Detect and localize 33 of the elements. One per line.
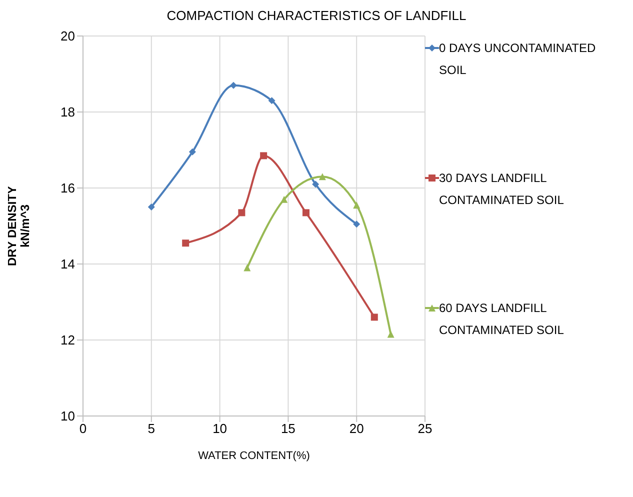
point bbox=[302, 209, 310, 216]
x-tick-label: 5 bbox=[148, 421, 156, 436]
point bbox=[244, 264, 251, 272]
y-tick-label: 20 bbox=[60, 28, 75, 44]
point bbox=[188, 148, 196, 156]
point bbox=[353, 202, 360, 209]
point bbox=[387, 330, 394, 338]
y-tick-label: 18 bbox=[60, 104, 75, 120]
legend-label: 30 DAYS LANDFILL CONTAMINATED SOIL bbox=[439, 170, 565, 209]
point bbox=[353, 220, 360, 228]
point bbox=[238, 209, 246, 216]
point bbox=[230, 82, 237, 89]
chart-title: COMPACTION CHARACTERISTICS OF LANDFILL bbox=[166, 8, 468, 23]
legend-label: 0 DAYS UNCONTAMINATED SOIL bbox=[439, 40, 597, 79]
x-tick-label: 20 bbox=[349, 421, 364, 436]
x-tick-label: 15 bbox=[280, 421, 296, 436]
point bbox=[148, 204, 155, 210]
y-tick-label: 12 bbox=[60, 332, 75, 348]
y-tick-label: 14 bbox=[60, 256, 75, 272]
point bbox=[370, 314, 378, 321]
x-tick-label: 25 bbox=[418, 421, 432, 436]
legend-label: 60 DAYS LANDFILL CONTAMINATED SOIL bbox=[439, 300, 565, 339]
x-tick-label: 0 bbox=[79, 421, 87, 436]
point bbox=[318, 173, 326, 180]
y-tick-label: 16 bbox=[60, 180, 75, 196]
point bbox=[280, 196, 288, 203]
x-axis-title: WATER CONTENT(%) bbox=[198, 450, 310, 462]
point bbox=[182, 240, 190, 247]
x-tick-label: 10 bbox=[212, 421, 228, 436]
point bbox=[268, 97, 276, 104]
point bbox=[260, 152, 268, 160]
y-tick-label: 10 bbox=[60, 408, 75, 424]
point bbox=[312, 180, 320, 188]
